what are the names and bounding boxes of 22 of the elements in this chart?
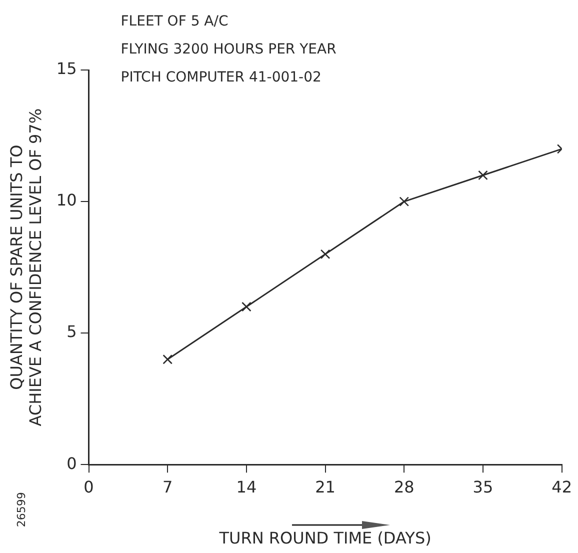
point (399, 196, 410, 206)
y-tick-label: 0 (66, 454, 77, 473)
text: 26599 (14, 492, 28, 528)
annotation: PITCH COMPUTER 41-001-02 (120, 70, 322, 86)
y-tick-label: 15 (56, 59, 77, 78)
text: FLEET OF 5 A/C (120, 14, 228, 30)
x-tick-label: 14 (236, 477, 257, 496)
text: FLYING 3200 HOURS PER YEAR (120, 42, 337, 58)
y-axis-title: QUANTITY OF SPARE UNITS TO ACHIEVE A CONFIDENCE LEVEL OF 97% (6, 108, 45, 426)
x-axis-title: TURN ROUND TIME (DAYS) (218, 528, 432, 548)
x-tick-label: 42 (552, 477, 572, 496)
x-tick-label: 0 (84, 477, 94, 496)
y-tick-label: 5 (66, 322, 77, 342)
point (242, 302, 252, 312)
point (320, 249, 330, 260)
x-tick-label: 28 (394, 477, 414, 496)
x-tick-label: 7 (162, 477, 173, 496)
point (478, 170, 488, 180)
y-tick-label: 10 (56, 190, 77, 210)
point (162, 354, 172, 364)
x-tick-label: 21 (315, 477, 336, 496)
x-tick-label: 35 (472, 477, 494, 496)
